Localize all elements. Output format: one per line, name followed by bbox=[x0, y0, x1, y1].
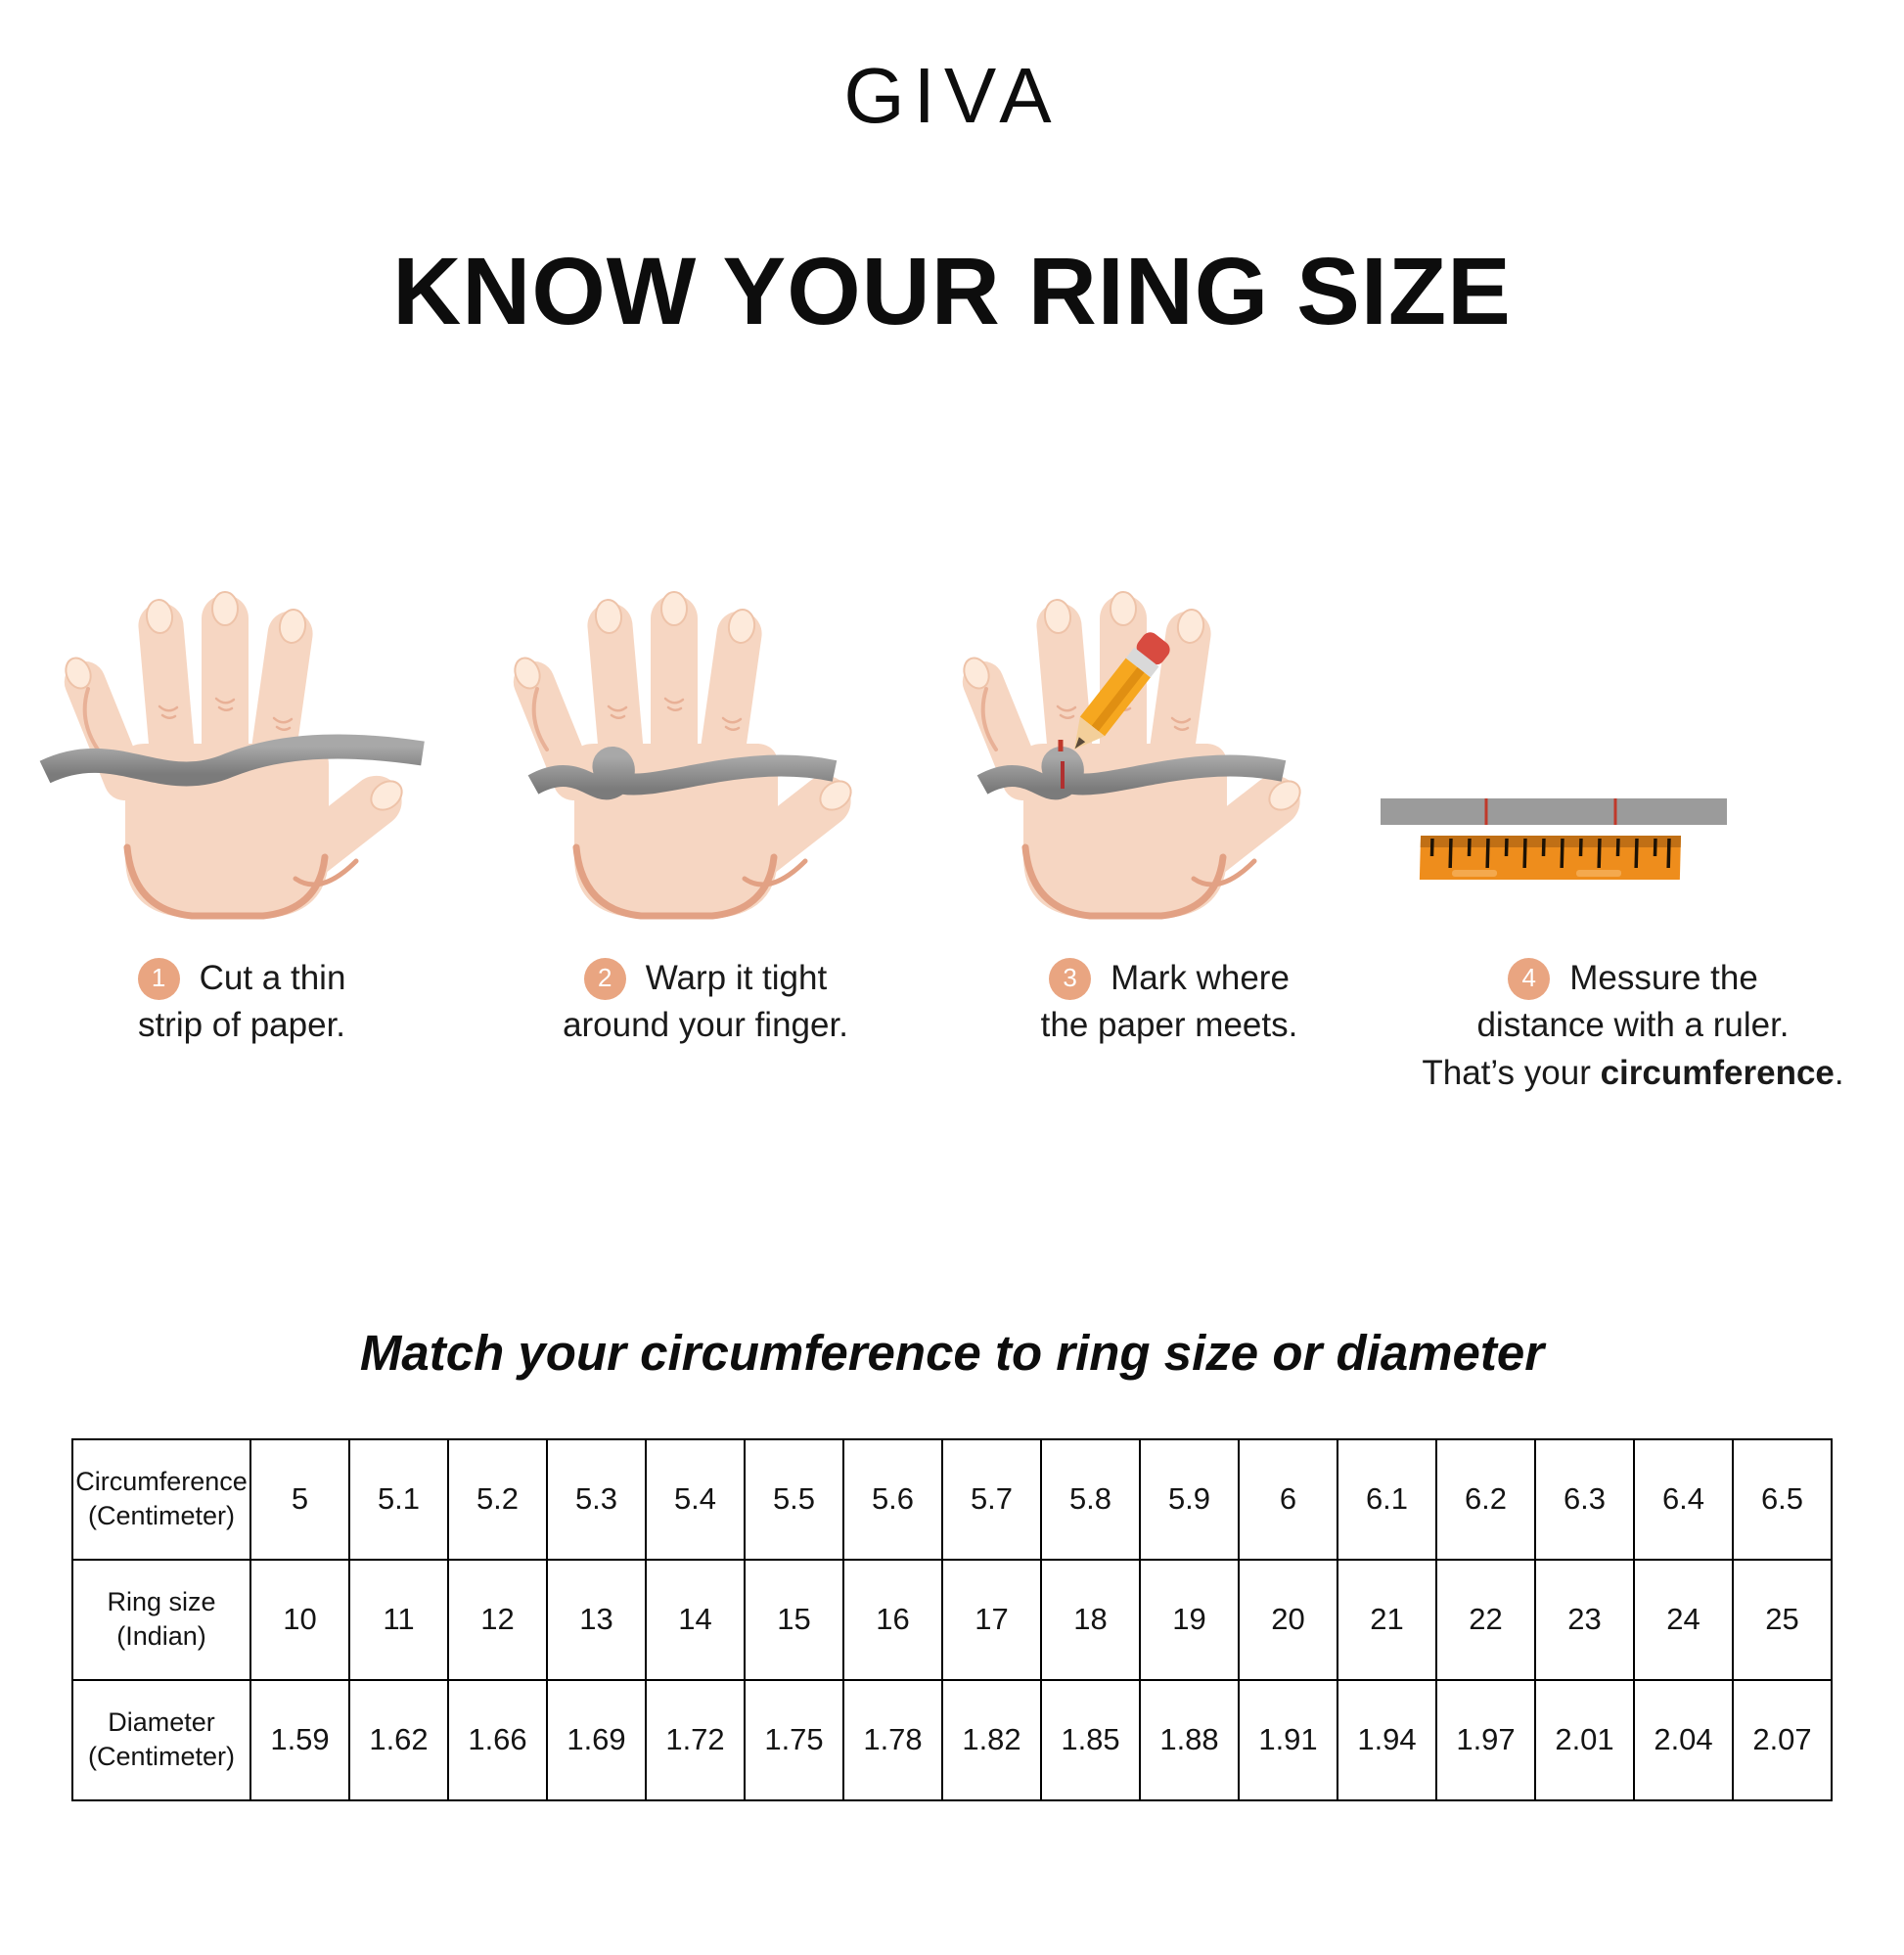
table-cell: 1.75 bbox=[745, 1680, 843, 1800]
table-cell: 1.88 bbox=[1140, 1680, 1239, 1800]
table-cell: 1.94 bbox=[1337, 1680, 1436, 1800]
table-cell: 14 bbox=[646, 1560, 745, 1680]
table-cell: 5.7 bbox=[942, 1439, 1041, 1560]
table-cell: 16 bbox=[843, 1560, 942, 1680]
step-text-line1: Warp it tight bbox=[646, 955, 827, 1002]
table-cell: 6.5 bbox=[1733, 1439, 1832, 1560]
giva-logo: GIVA bbox=[0, 51, 1904, 141]
ruler-and-strip-icon bbox=[1362, 762, 1851, 919]
table-cell: 5.6 bbox=[843, 1439, 942, 1560]
table-cell: 6.3 bbox=[1535, 1439, 1634, 1560]
step-text-line3-bold: circumference bbox=[1601, 1054, 1835, 1092]
step-4: 4 Messure the distance with a ruler. Tha… bbox=[1401, 955, 1865, 1097]
step-text-line3-suffix: . bbox=[1835, 1054, 1844, 1092]
step-2: 2 Warp it tight around your finger. bbox=[474, 955, 937, 1097]
step-number-badge: 1 bbox=[138, 958, 180, 1000]
step-number-badge: 3 bbox=[1049, 958, 1091, 1000]
step3-illustration bbox=[913, 552, 1362, 943]
row-header: Diameter (Centimeter) bbox=[72, 1680, 250, 1800]
table-cell: 11 bbox=[349, 1560, 448, 1680]
table-cell: 21 bbox=[1337, 1560, 1436, 1680]
table-cell: 1.66 bbox=[448, 1680, 547, 1800]
table-cell: 5.8 bbox=[1041, 1439, 1140, 1560]
table-cell: 5 bbox=[250, 1439, 349, 1560]
table-cell: 6 bbox=[1239, 1439, 1337, 1560]
table-cell: 18 bbox=[1041, 1560, 1140, 1680]
ruler-icon bbox=[1420, 836, 1681, 880]
table-cell: 1.59 bbox=[250, 1680, 349, 1800]
page-title: KNOW YOUR RING SIZE bbox=[0, 237, 1904, 346]
table-cell: 6.1 bbox=[1337, 1439, 1436, 1560]
table-cell: 1.69 bbox=[547, 1680, 646, 1800]
table-cell: 1.91 bbox=[1239, 1680, 1337, 1800]
row-header: Ring size (Indian) bbox=[72, 1560, 250, 1680]
table-cell: 2.07 bbox=[1733, 1680, 1832, 1800]
table-cell: 6.4 bbox=[1634, 1439, 1733, 1560]
step-number-badge: 4 bbox=[1508, 958, 1550, 1000]
table-cell: 5.9 bbox=[1140, 1439, 1239, 1560]
table-cell: 13 bbox=[547, 1560, 646, 1680]
step4-illustration bbox=[1362, 552, 1890, 943]
table-cell: 19 bbox=[1140, 1560, 1239, 1680]
table-cell: 20 bbox=[1239, 1560, 1337, 1680]
paper-strip-flat bbox=[1381, 798, 1727, 825]
step2-illustration bbox=[463, 552, 912, 943]
table-cell: 2.01 bbox=[1535, 1680, 1634, 1800]
table-cell: 1.72 bbox=[646, 1680, 745, 1800]
table-cell: 1.97 bbox=[1436, 1680, 1535, 1800]
header: GIVA KNOW YOUR RING SIZE bbox=[0, 51, 1904, 346]
table-cell: 1.85 bbox=[1041, 1680, 1140, 1800]
table-title: Match your circumference to ring size or… bbox=[0, 1324, 1904, 1382]
table-cell: 5.4 bbox=[646, 1439, 745, 1560]
table-cell: 6.2 bbox=[1436, 1439, 1535, 1560]
table-cell: 17 bbox=[942, 1560, 1041, 1680]
table-cell: 12 bbox=[448, 1560, 547, 1680]
step-number-badge: 2 bbox=[584, 958, 626, 1000]
step1-illustration bbox=[14, 552, 463, 943]
table-cell: 5.2 bbox=[448, 1439, 547, 1560]
step-3: 3 Mark where the paper meets. bbox=[937, 955, 1401, 1097]
table-cell: 25 bbox=[1733, 1560, 1832, 1680]
hand-with-paper-strip-icon bbox=[53, 552, 425, 943]
row-header: Circumference (Centimeter) bbox=[72, 1439, 250, 1560]
step-text-line2: strip of paper. bbox=[10, 1002, 474, 1049]
step-illustrations bbox=[0, 552, 1904, 943]
table-cell: 1.78 bbox=[843, 1680, 942, 1800]
hand-wrapped-strip-icon bbox=[502, 552, 874, 943]
step-text-line1: Mark where bbox=[1111, 955, 1290, 1002]
table-cell: 23 bbox=[1535, 1560, 1634, 1680]
table-cell: 1.62 bbox=[349, 1680, 448, 1800]
step-text-line1: Cut a thin bbox=[200, 955, 346, 1002]
table-cell: 5.3 bbox=[547, 1439, 646, 1560]
table-cell: 5.5 bbox=[745, 1439, 843, 1560]
step-text-line2: the paper meets. bbox=[937, 1002, 1401, 1049]
paper-strip bbox=[45, 747, 423, 774]
step-text-line2: around your finger. bbox=[474, 1002, 937, 1049]
table-cell: 1.82 bbox=[942, 1680, 1041, 1800]
step-text-line3: That’s your circumference. bbox=[1401, 1050, 1865, 1097]
step-text-line1: Messure the bbox=[1569, 955, 1758, 1002]
table-cell: 10 bbox=[250, 1560, 349, 1680]
table-cell: 22 bbox=[1436, 1560, 1535, 1680]
table-cell: 24 bbox=[1634, 1560, 1733, 1680]
table-cell: 15 bbox=[745, 1560, 843, 1680]
step-text-line2: distance with a ruler. bbox=[1401, 1002, 1865, 1049]
step-text-line3-prefix: That’s your bbox=[1422, 1054, 1600, 1092]
hand-mark-pencil-icon bbox=[951, 552, 1323, 943]
table-cell: 5.1 bbox=[349, 1439, 448, 1560]
step-instructions: 1 Cut a thin strip of paper. 2 Warp it t… bbox=[0, 955, 1904, 1097]
table-cell: 2.04 bbox=[1634, 1680, 1733, 1800]
step-1: 1 Cut a thin strip of paper. bbox=[10, 955, 474, 1097]
